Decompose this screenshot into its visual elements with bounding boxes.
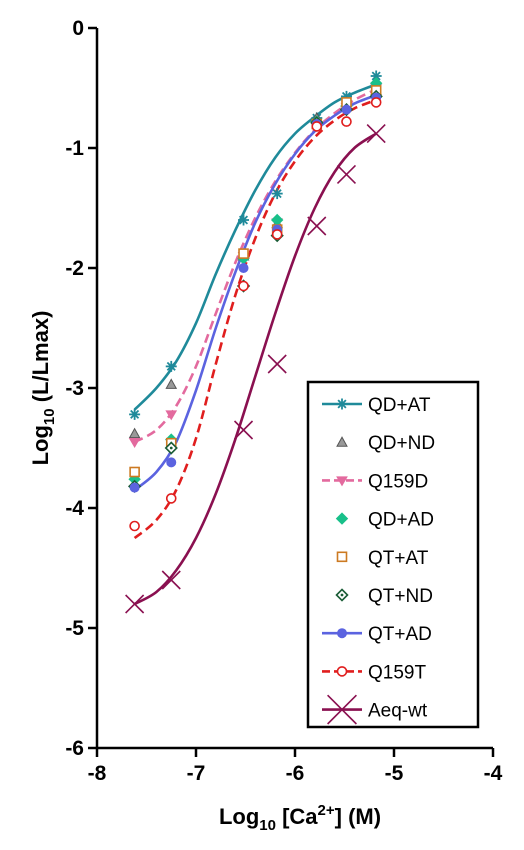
y-tick-label: -5 bbox=[65, 617, 84, 640]
data-point bbox=[238, 280, 249, 292]
data-point bbox=[129, 408, 141, 420]
legend-marker bbox=[335, 512, 349, 525]
legend-marker bbox=[336, 476, 348, 487]
data-point bbox=[341, 116, 352, 127]
legend-marker bbox=[336, 436, 348, 447]
data-point bbox=[238, 214, 250, 226]
tick-labels: -8 -7 -6 -5 -4 0 -1 -2 -3 -4 -5 -6 bbox=[65, 17, 502, 785]
x-tick-label: -5 bbox=[385, 762, 404, 785]
legend-item: QT+ND bbox=[335, 586, 433, 607]
data-point bbox=[164, 441, 178, 455]
data-point bbox=[238, 248, 249, 259]
y-tick-label: -3 bbox=[65, 377, 84, 400]
legend-label: Q159D bbox=[368, 471, 428, 492]
ticks bbox=[88, 26, 495, 757]
x-axis-title-end: ] (M) bbox=[335, 804, 381, 829]
legend-label: QT+ND bbox=[368, 586, 433, 607]
y-tick-label: -2 bbox=[65, 257, 84, 280]
legend-item: Q159T bbox=[322, 662, 426, 683]
data-point bbox=[129, 520, 140, 532]
data-point bbox=[161, 570, 181, 590]
fit-curve-8 bbox=[133, 132, 377, 606]
x-axis-title-sup: 2+ bbox=[318, 802, 335, 819]
data-point bbox=[125, 594, 145, 614]
y-axis-title-main: Log bbox=[28, 425, 53, 465]
y-tick-label: -6 bbox=[65, 737, 84, 760]
legend-marker bbox=[336, 551, 348, 563]
legend-marker bbox=[327, 694, 357, 725]
y-tick-label: -1 bbox=[65, 137, 84, 160]
fit-curve-7 bbox=[133, 98, 377, 540]
x-tick-label: -8 bbox=[88, 762, 107, 785]
data-point bbox=[128, 427, 141, 439]
legend-item: Aeq-wt bbox=[322, 694, 428, 725]
x-axis-title-mid: [Ca bbox=[276, 804, 318, 829]
fit-curve-2 bbox=[133, 88, 377, 444]
data-point bbox=[336, 164, 357, 184]
legend-item: QD+AT bbox=[322, 395, 431, 416]
data-point bbox=[307, 216, 327, 236]
legend-item: QT+AD bbox=[322, 624, 432, 645]
legend-label: QD+AD bbox=[368, 510, 434, 531]
data-point bbox=[270, 213, 284, 227]
legend-marker bbox=[337, 628, 347, 639]
y-axis-title-sub: 10 bbox=[41, 408, 58, 425]
fit-curve-0 bbox=[133, 83, 377, 411]
x-axis-title-sub: 10 bbox=[259, 817, 276, 834]
legend-label: Q159T bbox=[368, 662, 426, 683]
legend-marker bbox=[336, 398, 348, 410]
data-point bbox=[271, 188, 283, 200]
x-axis-title: Log10 [Ca2+] (M) bbox=[219, 802, 381, 834]
data-points bbox=[125, 70, 386, 614]
data-point bbox=[267, 354, 287, 374]
data-point bbox=[165, 360, 177, 372]
legend-label: Aeq-wt bbox=[368, 701, 428, 722]
x-tick-label: -7 bbox=[187, 762, 206, 785]
legend-label: QD+ND bbox=[368, 433, 435, 454]
x-axis-title-main: Log bbox=[219, 804, 259, 829]
y-axis-title-rest: (L/Lmax) bbox=[28, 311, 53, 409]
data-point bbox=[366, 124, 386, 144]
legend-label: QT+AT bbox=[368, 548, 429, 569]
legend-label: QT+AD bbox=[368, 624, 432, 645]
legend-item: QD+AD bbox=[335, 510, 434, 531]
x-tick-label: -6 bbox=[286, 762, 305, 785]
y-tick-label: 0 bbox=[72, 17, 84, 40]
y-tick-label: -4 bbox=[65, 497, 84, 520]
data-point bbox=[129, 482, 140, 493]
data-point bbox=[165, 493, 177, 504]
data-point bbox=[233, 420, 254, 440]
data-point bbox=[166, 457, 177, 468]
data-point bbox=[129, 466, 140, 478]
data-point bbox=[165, 378, 178, 389]
data-point bbox=[271, 229, 283, 240]
y-axis-title: Log10 (L/Lmax) bbox=[28, 311, 58, 466]
data-point bbox=[238, 263, 249, 273]
legend-item: QD+ND bbox=[336, 433, 435, 454]
legend-marker bbox=[335, 588, 349, 602]
legend-item: Q159D bbox=[322, 471, 428, 492]
legend-marker bbox=[336, 666, 348, 677]
data-point bbox=[370, 97, 382, 108]
legend: QD+AT QD+ND Q159D QD+AD QT+AT QT+ND QT+AD Q159T… bbox=[306, 380, 480, 729]
data-point bbox=[311, 121, 323, 132]
legend-item: QT+AT bbox=[336, 548, 429, 569]
data-point bbox=[341, 104, 352, 115]
data-point bbox=[165, 410, 178, 421]
legend-box bbox=[306, 380, 480, 729]
data-point bbox=[128, 438, 141, 448]
x-tick-label: -4 bbox=[484, 762, 503, 785]
legend-label: QD+AT bbox=[368, 395, 431, 416]
